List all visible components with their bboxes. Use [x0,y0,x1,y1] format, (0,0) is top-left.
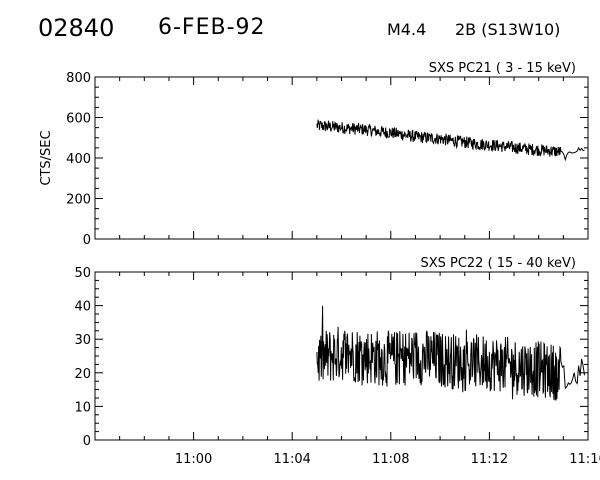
panel-bottom-ytick-label: 30 [74,333,91,348]
panel-top-ytick-label: 200 [66,193,91,208]
panel-bottom-xtick-label: 11:04 [273,452,310,467]
event-date: 6-FEB-92 [158,15,266,40]
panel-bottom-series-line [316,305,585,401]
panel-bottom-xtick-label: 11:16 [569,452,600,467]
panel-top-ytick-label: 0 [83,233,91,248]
panel-bottom-ytick-label: 40 [74,300,91,315]
flare-class: M4.4 [387,20,427,39]
panel-bottom-title: SXS PC22 ( 15 - 40 keV) [420,256,576,271]
panel-top-ytick-label: 800 [66,71,91,86]
flare-region: 2B (S13W10) [455,20,561,39]
panel-bottom-ytick-label: 50 [74,266,91,281]
panel-bottom-ytick-label: 20 [74,367,91,382]
panel-bottom-xtick-label: 11:08 [372,452,409,467]
panel-top-ylabel: CTS/SEC [39,130,54,185]
panel-top-ytick-label: 400 [66,152,91,167]
panel-bottom-ytick-label: 0 [83,434,91,449]
panel-top-ytick-label: 600 [66,112,91,127]
panel-top-series-line [316,119,585,162]
panel-top-title: SXS PC21 ( 3 - 15 keV) [429,61,576,76]
panel-top-frame [94,76,589,240]
panel-bottom-xtick-label: 11:12 [471,452,508,467]
event-id: 02840 [38,14,115,42]
panel-bottom-xtick-label: 11:00 [175,452,212,467]
panel-bottom-ytick-label: 10 [74,400,91,415]
